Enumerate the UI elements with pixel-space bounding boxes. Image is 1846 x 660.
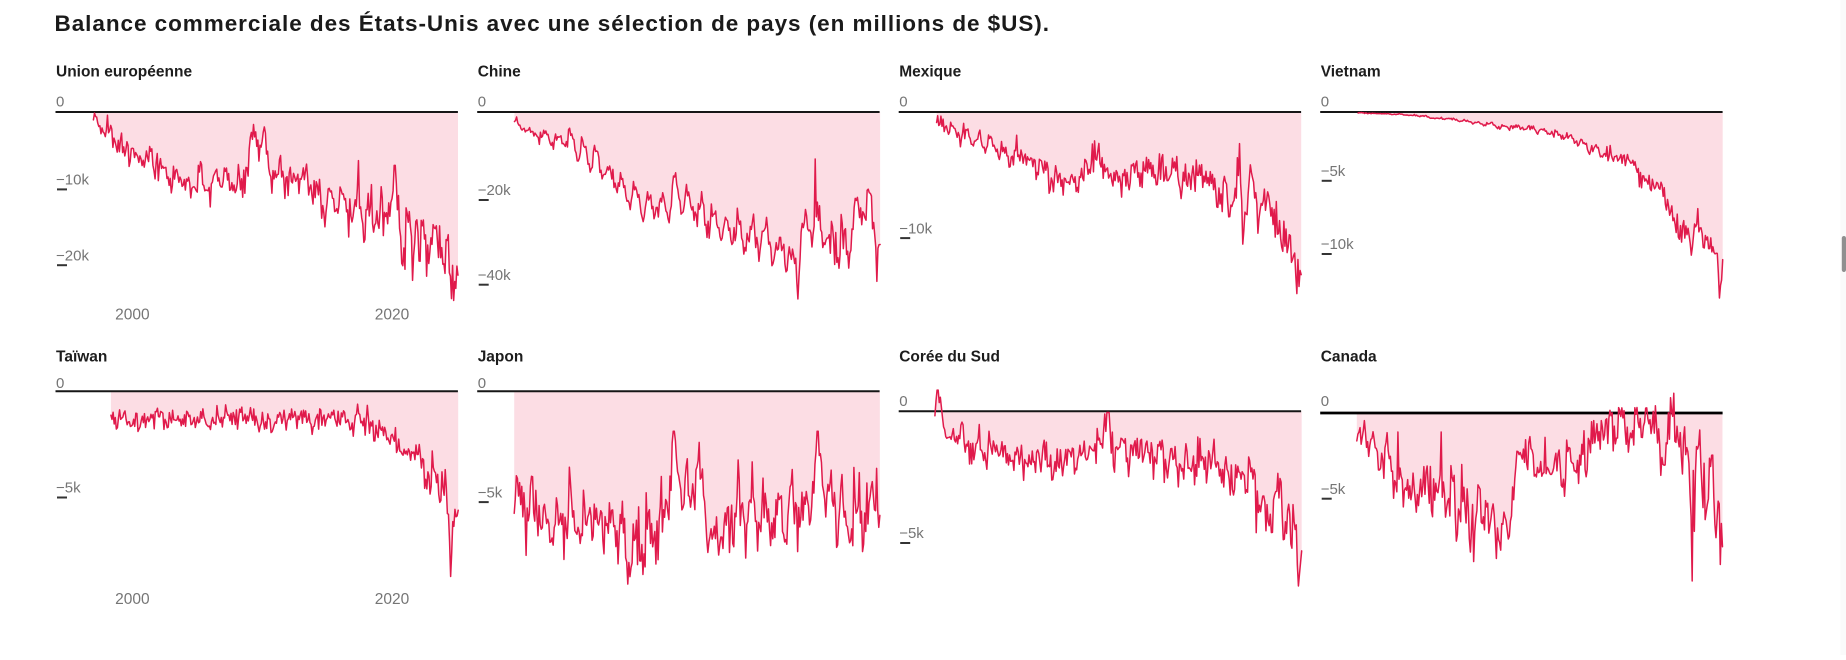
svg-text:−5k: −5k: [899, 525, 924, 542]
svg-text:Chine: Chine: [478, 63, 521, 80]
svg-text:−5k: −5k: [478, 484, 503, 501]
svg-text:0: 0: [1321, 393, 1329, 410]
svg-text:−10k: −10k: [56, 172, 89, 189]
svg-text:−10k: −10k: [899, 220, 932, 237]
svg-text:Union européenne: Union européenne: [56, 63, 192, 80]
svg-text:Corée du Sud: Corée du Sud: [899, 348, 1000, 365]
svg-text:−5k: −5k: [1321, 481, 1346, 498]
svg-text:0: 0: [478, 375, 486, 392]
svg-text:0: 0: [56, 94, 64, 111]
svg-text:0: 0: [899, 94, 907, 111]
svg-text:−5k: −5k: [1321, 163, 1346, 180]
svg-text:Taïwan: Taïwan: [56, 348, 107, 365]
svg-text:0: 0: [1321, 94, 1329, 111]
svg-text:2000: 2000: [115, 306, 150, 323]
svg-text:2020: 2020: [375, 591, 410, 608]
svg-text:−40k: −40k: [478, 267, 511, 284]
svg-text:Canada: Canada: [1321, 348, 1377, 365]
svg-text:0: 0: [56, 375, 64, 392]
svg-text:Mexique: Mexique: [899, 63, 961, 80]
svg-text:−20k: −20k: [56, 247, 89, 264]
svg-text:−20k: −20k: [478, 182, 511, 199]
svg-text:2000: 2000: [115, 591, 150, 608]
svg-text:2020: 2020: [375, 306, 410, 323]
svg-text:Japon: Japon: [478, 348, 524, 365]
svg-text:Balance commerciale des États-: Balance commerciale des États-Unis avec …: [55, 11, 1050, 36]
svg-text:−10k: −10k: [1321, 236, 1354, 253]
svg-text:−5k: −5k: [56, 480, 81, 497]
svg-text:0: 0: [899, 393, 907, 410]
svg-text:Vietnam: Vietnam: [1321, 63, 1381, 80]
svg-text:0: 0: [478, 94, 486, 111]
